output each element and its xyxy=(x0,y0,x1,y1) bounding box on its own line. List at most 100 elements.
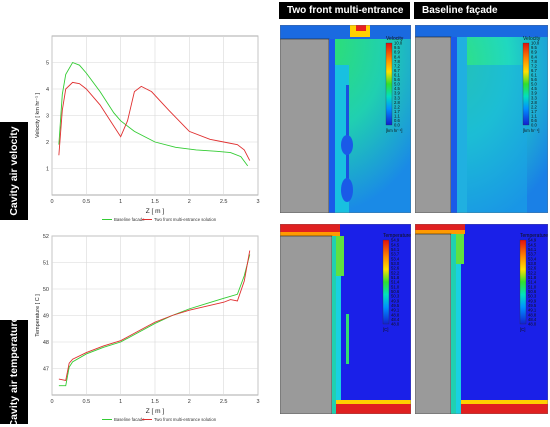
column-header-baseline-text: Baseline façade xyxy=(422,5,498,16)
x-tick-label: 0.5 xyxy=(83,399,91,405)
legend-entry: Baseline facade xyxy=(114,417,145,422)
contour-legend-value: 5.6 xyxy=(394,77,400,82)
contour-legend-value: 7.8 xyxy=(394,59,400,64)
contour-legend-value: 9.5 xyxy=(531,45,537,50)
contour-legend-value: 3.9 xyxy=(394,91,400,96)
contour-legend-title: Velocity xyxy=(523,36,541,42)
contour-legend-value: 49.9 xyxy=(391,298,400,303)
baseline-series-line xyxy=(58,254,251,387)
y-tick-label: 47 xyxy=(43,367,49,373)
contour-legend-value: 0.0 xyxy=(394,123,400,128)
legend-entry: Two front multi-entrance solution xyxy=(154,217,217,222)
contour-legend-value: 54.9 xyxy=(528,238,537,243)
contour-legend-title: Velocity xyxy=(386,36,404,42)
contour-legend-value: 6.1 xyxy=(394,72,400,77)
contour-legend-value: 49.1 xyxy=(528,308,537,313)
x-axis-label: Z [ m ] xyxy=(146,208,165,215)
contour-legend-value: 48.0 xyxy=(391,322,400,327)
contour-legend-unit: [km hr⁻¹] xyxy=(523,128,539,133)
x-tick-label: 3 xyxy=(256,399,259,405)
contour-legend-title: Temperature xyxy=(383,233,411,239)
contour-legend-value: 53.4 xyxy=(391,256,400,261)
y-tick-label: 4 xyxy=(46,87,49,93)
contour-legend-value: 54.1 xyxy=(528,247,537,252)
contour-legend-value: 52.6 xyxy=(391,266,400,271)
contour-legend-value: 4.5 xyxy=(531,86,537,91)
contour-legend-value: 50.6 xyxy=(391,289,400,294)
row-label-temperature-text: Cavity air temperature xyxy=(8,316,20,427)
contour-legend-value: 50.6 xyxy=(528,289,537,294)
contour-legend-value: 3.3 xyxy=(394,95,400,100)
column-header-multi: Two front multi-entrance xyxy=(279,2,410,19)
contour-legend-value: 6.1 xyxy=(531,72,537,77)
column-header-baseline: Baseline façade xyxy=(414,2,548,19)
contour-legend-value: 53.0 xyxy=(391,261,400,266)
contour-legend-value: 3.3 xyxy=(531,95,537,100)
contour-legend-value: 51.0 xyxy=(391,284,400,289)
contour-legend-value: 53.7 xyxy=(528,252,537,257)
contour-legend-value: 10.0 xyxy=(394,41,403,46)
multi-entrance-series-line xyxy=(58,81,251,161)
y-tick-label: 48 xyxy=(43,340,49,346)
contour-legend-value: 2.8 xyxy=(394,100,400,105)
velocity-scale-legend: Velocity10.09.58.98.47.87.26.76.15.65.04… xyxy=(386,36,404,133)
contour-legend-value: 54.1 xyxy=(391,247,400,252)
contour-legend-value: 48.0 xyxy=(528,322,537,327)
contour-legend-value: 8.4 xyxy=(394,54,400,59)
y-tick-label: 2 xyxy=(46,140,49,146)
contour-legend-value: 1.1 xyxy=(531,113,537,118)
contour-legend-value: 54.9 xyxy=(391,238,400,243)
x-tick-label: 1.5 xyxy=(151,399,159,405)
row-label-temperature: Cavity air temperature xyxy=(0,316,28,427)
column-header-multi-text: Two front multi-entrance xyxy=(287,5,404,16)
x-tick-label: 2.5 xyxy=(220,399,228,405)
contour-legend-value: 48.8 xyxy=(528,312,537,317)
contour-legend-value: 5.0 xyxy=(394,82,400,87)
x-tick-label: 1 xyxy=(119,199,122,205)
legend-entry: Baseline facade xyxy=(114,217,145,222)
contour-legend-value: 9.5 xyxy=(394,45,400,50)
contour-legend-value: 54.5 xyxy=(528,242,537,247)
contour-legend-value: 53.7 xyxy=(391,252,400,257)
y-tick-label: 3 xyxy=(46,114,49,120)
contour-legend-value: 1.7 xyxy=(531,109,537,114)
y-axis-label: Temperature [ C ] xyxy=(35,294,41,337)
x-tick-label: 1 xyxy=(119,399,122,405)
temperature-scale-legend: Temperature54.954.554.153.753.453.052.65… xyxy=(383,233,411,332)
x-tick-label: 2 xyxy=(188,199,191,205)
contour-legend-unit: [km hr⁻¹] xyxy=(386,128,402,133)
contour-legend-value: 51.4 xyxy=(528,280,537,285)
contour-legend-value: 49.5 xyxy=(528,303,537,308)
contour-legend-value: 48.8 xyxy=(391,312,400,317)
temperature-scale-legend-baseline: Temperature54.954.554.153.753.453.052.65… xyxy=(520,233,548,332)
contour-legend-value: 49.5 xyxy=(391,303,400,308)
y-tick-label: 49 xyxy=(43,314,49,320)
temperature-chart: 0 0.5 1 1.5 2 2.5 3 47 48 49 50 51 52 Z [ m ] Temperat… xyxy=(35,234,260,422)
y-tick-label: 1 xyxy=(46,167,49,173)
x-tick-label: 0.5 xyxy=(83,199,91,205)
y-tick-label: 50 xyxy=(43,287,49,293)
y-tick-label: 5 xyxy=(46,61,49,67)
contour-legend-value: 7.2 xyxy=(531,63,537,68)
contour-legend-value: 53.4 xyxy=(528,256,537,261)
contour-legend-title: Temperature xyxy=(520,233,548,239)
x-tick-label: 1.5 xyxy=(151,199,159,205)
velocity-contour-baseline: Velocity10.09.58.98.47.87.26.76.15.65.04… xyxy=(415,25,548,213)
contour-legend-value: 50.3 xyxy=(391,294,400,299)
contour-legend-value: 7.2 xyxy=(394,63,400,68)
contour-legend-value: 2.2 xyxy=(394,104,400,109)
contour-legend-value: 50.3 xyxy=(528,294,537,299)
contour-legend-value: 2.8 xyxy=(531,100,537,105)
contour-legend-unit: [C] xyxy=(383,327,388,332)
x-tick-label: 3 xyxy=(256,199,259,205)
contour-legend-value: 1.1 xyxy=(394,113,400,118)
contour-legend-value: 1.7 xyxy=(394,109,400,114)
y-tick-label: 52 xyxy=(43,234,49,240)
contour-legend-value: 0.6 xyxy=(531,118,537,123)
legend-entry: Two front multi-entrance solution xyxy=(154,417,217,422)
x-tick-label: 0 xyxy=(50,399,53,405)
x-tick-label: 2 xyxy=(188,399,191,405)
contour-legend-value: 52.2 xyxy=(528,270,537,275)
contour-legend-value: 48.4 xyxy=(528,317,537,322)
contour-legend-value: 52.6 xyxy=(528,266,537,271)
